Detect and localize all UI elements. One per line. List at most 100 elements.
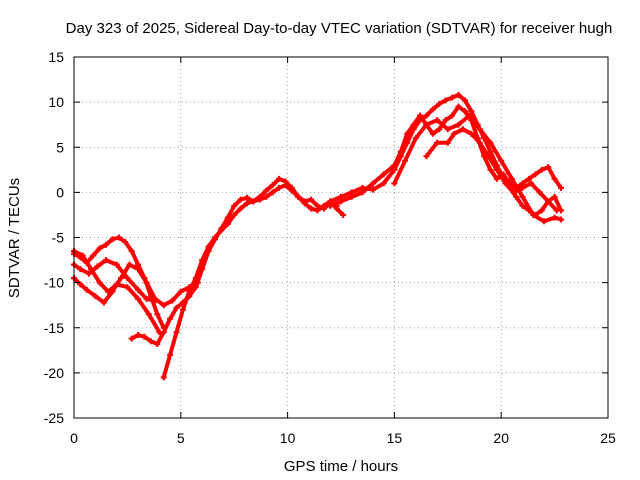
data-point (380, 171, 387, 178)
data-series (423, 126, 560, 214)
data-point (113, 261, 120, 268)
x-tick-label: 10 (280, 430, 296, 446)
y-tick-label: 10 (48, 94, 64, 110)
series-trace (72, 249, 162, 335)
data-point (434, 139, 441, 146)
data-point (244, 200, 251, 207)
data-point (96, 279, 103, 286)
data-point (338, 198, 344, 205)
data-point (224, 220, 231, 227)
data-point (320, 202, 327, 209)
x-tick-label: 5 (177, 430, 185, 446)
data-point (423, 121, 430, 128)
data-point (77, 281, 84, 288)
data-point (124, 275, 131, 282)
data-point (295, 193, 302, 200)
data-point (404, 130, 411, 137)
data-point (115, 234, 122, 241)
data-point (231, 202, 238, 209)
y-tick-label: -20 (44, 365, 64, 381)
data-series (71, 257, 159, 304)
series-trace (424, 127, 559, 213)
data-point (493, 175, 500, 182)
data-point (218, 227, 225, 234)
data-point (135, 266, 142, 273)
data-point (122, 239, 129, 246)
series-layer (71, 91, 565, 381)
data-point (558, 184, 565, 191)
data-point (412, 135, 419, 142)
data-point (485, 153, 492, 160)
data-point (442, 97, 449, 104)
y-tick-label: -15 (44, 320, 64, 336)
data-point (468, 130, 475, 137)
data-point (397, 148, 404, 155)
y-tick-label: 15 (48, 49, 64, 65)
data-point (545, 198, 552, 205)
data-point (455, 103, 462, 110)
data-point (442, 117, 449, 124)
data-point (128, 248, 135, 255)
data-point (90, 252, 97, 259)
data-point (391, 162, 398, 169)
data-point (558, 216, 565, 223)
y-tick-label: -10 (44, 275, 64, 291)
data-point (551, 193, 558, 200)
data-point (461, 97, 468, 104)
data-point (244, 194, 251, 201)
data-point (124, 284, 131, 291)
data-point (519, 193, 526, 200)
y-axis-label: SDTVAR / TECUs (6, 178, 23, 298)
data-point (173, 329, 180, 336)
data-point (199, 257, 206, 264)
x-tick-label: 20 (493, 430, 509, 446)
data-point (143, 295, 150, 302)
data-point (126, 261, 133, 268)
data-point (487, 139, 494, 146)
series-trace (72, 258, 158, 303)
data-point (250, 198, 257, 205)
data-point (429, 130, 436, 137)
data-point (92, 293, 99, 300)
series-trace (161, 183, 346, 380)
data-point (141, 333, 148, 340)
data-point (154, 340, 161, 347)
data-point (135, 295, 142, 302)
data-point (276, 184, 283, 191)
data-point (459, 126, 466, 133)
data-point (147, 338, 154, 345)
data-point (103, 241, 110, 248)
data-point (152, 297, 159, 304)
data-point (154, 311, 161, 318)
data-point (186, 288, 193, 295)
data-point (192, 275, 199, 282)
data-point (88, 266, 95, 273)
data-series (160, 182, 347, 381)
data-series (71, 248, 163, 336)
data-point (513, 193, 520, 200)
data-point (519, 184, 526, 191)
data-point (109, 236, 116, 243)
data-point (348, 193, 355, 200)
data-point (160, 302, 167, 309)
data-point (269, 189, 276, 196)
data-point (455, 121, 462, 128)
data-point (237, 205, 244, 212)
data-point (179, 306, 186, 313)
data-point (410, 121, 417, 128)
data-point (113, 281, 120, 288)
data-point (167, 351, 174, 358)
data-point (476, 126, 483, 133)
data-point (551, 175, 558, 182)
data-point (205, 243, 212, 250)
data-point (536, 189, 543, 196)
series-trace (328, 92, 563, 217)
data-point (455, 91, 462, 98)
data-point (370, 186, 377, 193)
data-point (314, 207, 321, 214)
data-point (444, 139, 451, 146)
data-point (77, 266, 84, 273)
data-point (117, 275, 124, 282)
